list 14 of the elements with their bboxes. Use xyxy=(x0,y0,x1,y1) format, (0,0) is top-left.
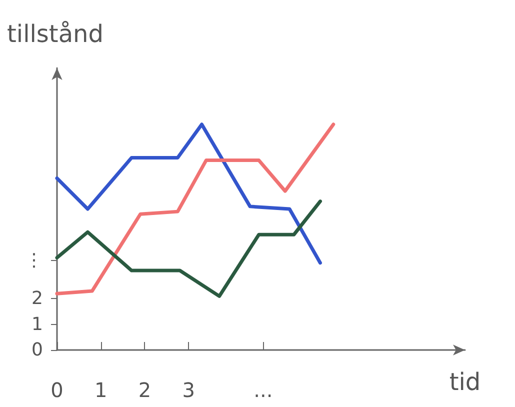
x-tick-label: ... xyxy=(254,378,273,402)
line-series xyxy=(55,122,322,265)
y-axis-title: tillstånd xyxy=(7,20,104,48)
y-tick-label: 1 xyxy=(32,314,43,335)
x-tick-label: 0 xyxy=(50,378,64,402)
line-series xyxy=(55,122,336,296)
y-tick-label: ⋮ xyxy=(25,250,43,271)
x-tick-label: 1 xyxy=(94,378,108,402)
line-series xyxy=(55,200,322,298)
x-tick-label: 3 xyxy=(182,378,195,402)
y-tick-label: 2 xyxy=(32,288,43,310)
x-axis-title: tid xyxy=(449,368,481,396)
y-tick-label: 0 xyxy=(32,340,43,360)
x-tick-label: 2 xyxy=(138,378,152,402)
